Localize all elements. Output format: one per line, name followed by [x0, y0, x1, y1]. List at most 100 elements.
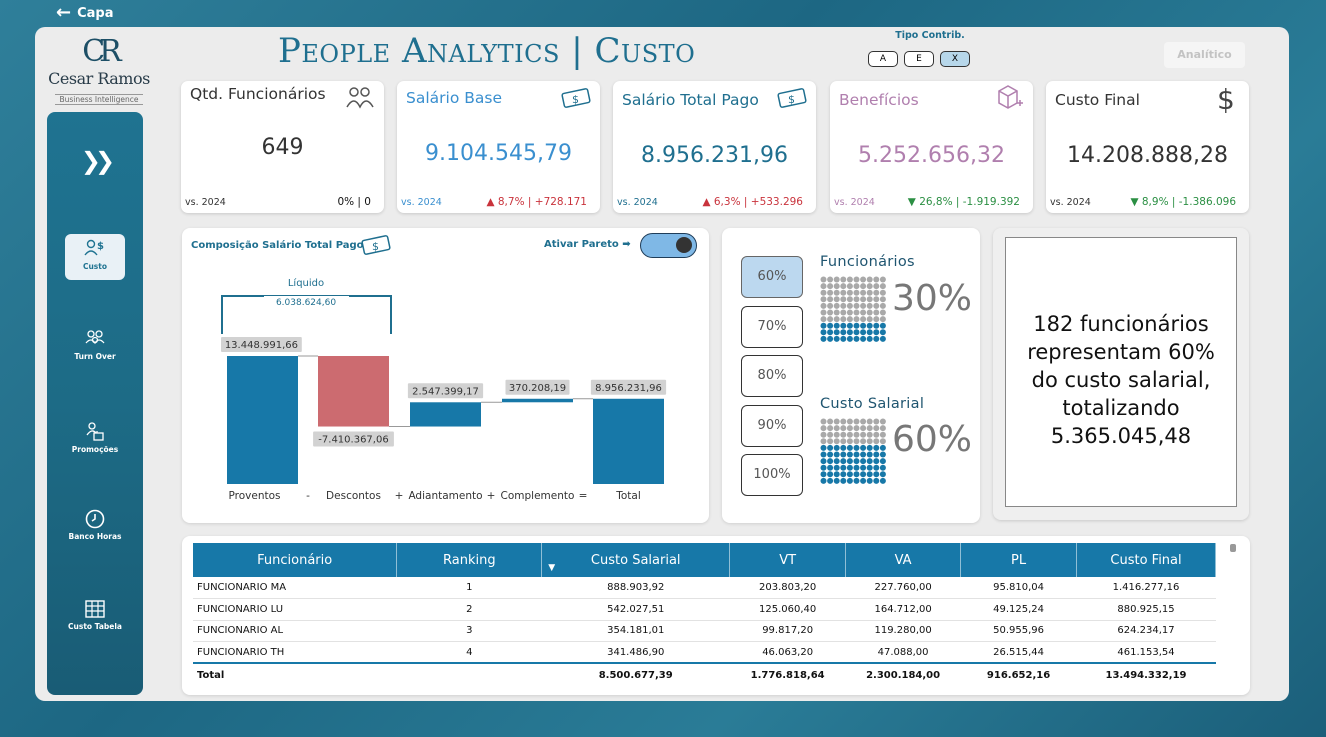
- grid-dot: [853, 316, 860, 323]
- grid-dot: [873, 302, 880, 309]
- grid-dot: [820, 283, 827, 290]
- grid-dot: [820, 458, 827, 465]
- grid-dot: [873, 458, 880, 465]
- grid-dot: [866, 329, 873, 336]
- kpi-value: 8.956.231,96: [641, 143, 788, 168]
- double-chevron-right-icon[interactable]: ❯❯: [80, 147, 115, 175]
- logo: CR Cesar Ramos Business Intelligence: [47, 33, 151, 106]
- col-header-custo-salarial[interactable]: ▼ Custo Salarial: [541, 543, 731, 577]
- grid-dot: [860, 296, 867, 303]
- grid-dot: [860, 438, 867, 445]
- grid-dot: [860, 276, 867, 283]
- tipo-option-a[interactable]: A: [868, 51, 898, 67]
- grid-dot: [860, 425, 867, 432]
- grid-dot: [833, 276, 840, 283]
- summary-line: 5.365.045,48: [1050, 424, 1192, 448]
- pareto-option-70[interactable]: 70%: [741, 306, 803, 348]
- category-label: Total: [615, 490, 641, 502]
- grid-dot: [827, 464, 834, 471]
- kpi-label: Benefícios: [839, 91, 919, 109]
- data-label: 370.208,19: [509, 383, 566, 394]
- pareto-option-60[interactable]: 60%: [741, 256, 803, 298]
- kpi-card-salario-base: Salário Base $ 9.104.545,79 vs. 2024 ▲ 8…: [397, 81, 600, 213]
- col-header-pl[interactable]: PL: [960, 543, 1078, 577]
- cell: FUNCIONARIO AL: [193, 620, 397, 642]
- grid-dot: [866, 438, 873, 445]
- cell: 1.416.277,16: [1076, 577, 1216, 599]
- operator-label: =: [579, 490, 588, 502]
- logo-brand: Cesar Ramos: [48, 69, 150, 88]
- money-icon: $: [561, 88, 591, 108]
- grid-dot: [827, 276, 834, 283]
- table-row[interactable]: FUNCIONARIO TH 4 341.486,90 46.063,20 47.088…: [193, 641, 1216, 664]
- col-header-va[interactable]: VA: [845, 543, 962, 577]
- table-row[interactable]: FUNCIONARIO AL 3 354.181,01 99.817,20 119.28…: [193, 620, 1216, 642]
- pareto-panel: 60% 70% 80% 90% 100% Funcionários 30% Cu…: [722, 228, 980, 523]
- grid-dot: [860, 302, 867, 309]
- cell: 888.903,92: [541, 577, 730, 599]
- nav-item-promocoes[interactable]: Promoções: [65, 417, 125, 463]
- sort-desc-icon: ▼: [548, 563, 556, 573]
- pareto-option-80[interactable]: 80%: [741, 355, 803, 397]
- grid-dot: [820, 464, 827, 471]
- data-label: 8.956.231,96: [595, 383, 662, 394]
- liquido-value-bg: [264, 296, 349, 308]
- pareto-option-90[interactable]: 90%: [741, 405, 803, 447]
- grid-dot: [833, 296, 840, 303]
- pareto-toggle[interactable]: [640, 233, 697, 258]
- group-icon: [85, 330, 105, 345]
- toggle-knob: [676, 237, 692, 253]
- nav-item-custo[interactable]: $ Custo: [65, 234, 125, 280]
- table-row[interactable]: FUNCIONARIO MA 1 888.903,92 203.803,20 227.7…: [193, 577, 1216, 599]
- grid-dot: [860, 471, 867, 478]
- grid-dot: [820, 289, 827, 296]
- grid-dot: [840, 309, 847, 316]
- nav-item-turn-over[interactable]: Turn Over: [65, 324, 125, 370]
- grid-dot: [827, 444, 834, 451]
- grid-dot: [820, 471, 827, 478]
- grid-dot: [873, 464, 880, 471]
- col-header-ranking[interactable]: Ranking: [396, 543, 543, 577]
- col-header-custo-final[interactable]: Custo Final: [1076, 543, 1216, 577]
- cell: 2: [396, 598, 542, 621]
- analitico-button[interactable]: Analítico: [1164, 42, 1245, 68]
- grid-dot: [873, 425, 880, 432]
- grid-dot: [860, 431, 867, 438]
- summary-line: representam 60%: [1027, 340, 1215, 364]
- col-header-vt[interactable]: VT: [729, 543, 847, 577]
- total-cell: Total: [193, 662, 397, 687]
- grid-dot: [866, 458, 873, 465]
- total-cell: 2.300.184,00: [845, 662, 961, 687]
- col-header-funcionario[interactable]: Funcionário: [193, 543, 398, 577]
- back-link[interactable]: ← Capa: [56, 4, 114, 22]
- grid-dot: [853, 309, 860, 316]
- grid-dot: [853, 329, 860, 336]
- nav-item-banco-horas[interactable]: Banco Horas: [65, 504, 125, 550]
- grid-dot: [853, 289, 860, 296]
- grid-dot: [846, 418, 853, 425]
- cell: 4: [396, 641, 542, 664]
- pareto-option-100[interactable]: 100%: [741, 454, 803, 496]
- scrollbar-thumb[interactable]: [1230, 544, 1236, 552]
- tipo-option-x[interactable]: X: [940, 51, 970, 67]
- grid-dot: [840, 477, 847, 484]
- total-cell: 1.776.818,64: [729, 662, 846, 687]
- grid-dot: [820, 335, 827, 342]
- tipo-option-e[interactable]: E: [904, 51, 934, 67]
- grid-dot: [840, 316, 847, 323]
- grid-dot: [846, 444, 853, 451]
- table-row[interactable]: FUNCIONARIO LU 2 542.027,51 125.060,40 164.7…: [193, 598, 1216, 621]
- nav-label: Custo: [82, 262, 108, 271]
- waterfall-panel: Composição Salário Total Pago $ Ativar P…: [182, 228, 709, 523]
- grid-dot: [820, 296, 827, 303]
- grid-dot: [879, 444, 886, 451]
- grid-dot: [833, 316, 840, 323]
- grid-dot: [846, 309, 853, 316]
- total-cell: 13.494.332,19: [1076, 662, 1216, 687]
- table-icon: [85, 600, 105, 618]
- grid-dot: [866, 309, 873, 316]
- box-plus-icon: [998, 85, 1023, 109]
- nav-item-custo-tabela[interactable]: Custo Tabela: [65, 594, 125, 640]
- kpi-compare: vs. 2024: [834, 197, 875, 208]
- kpi-delta: ▼ 8,9% | -1.386.096: [1130, 196, 1236, 208]
